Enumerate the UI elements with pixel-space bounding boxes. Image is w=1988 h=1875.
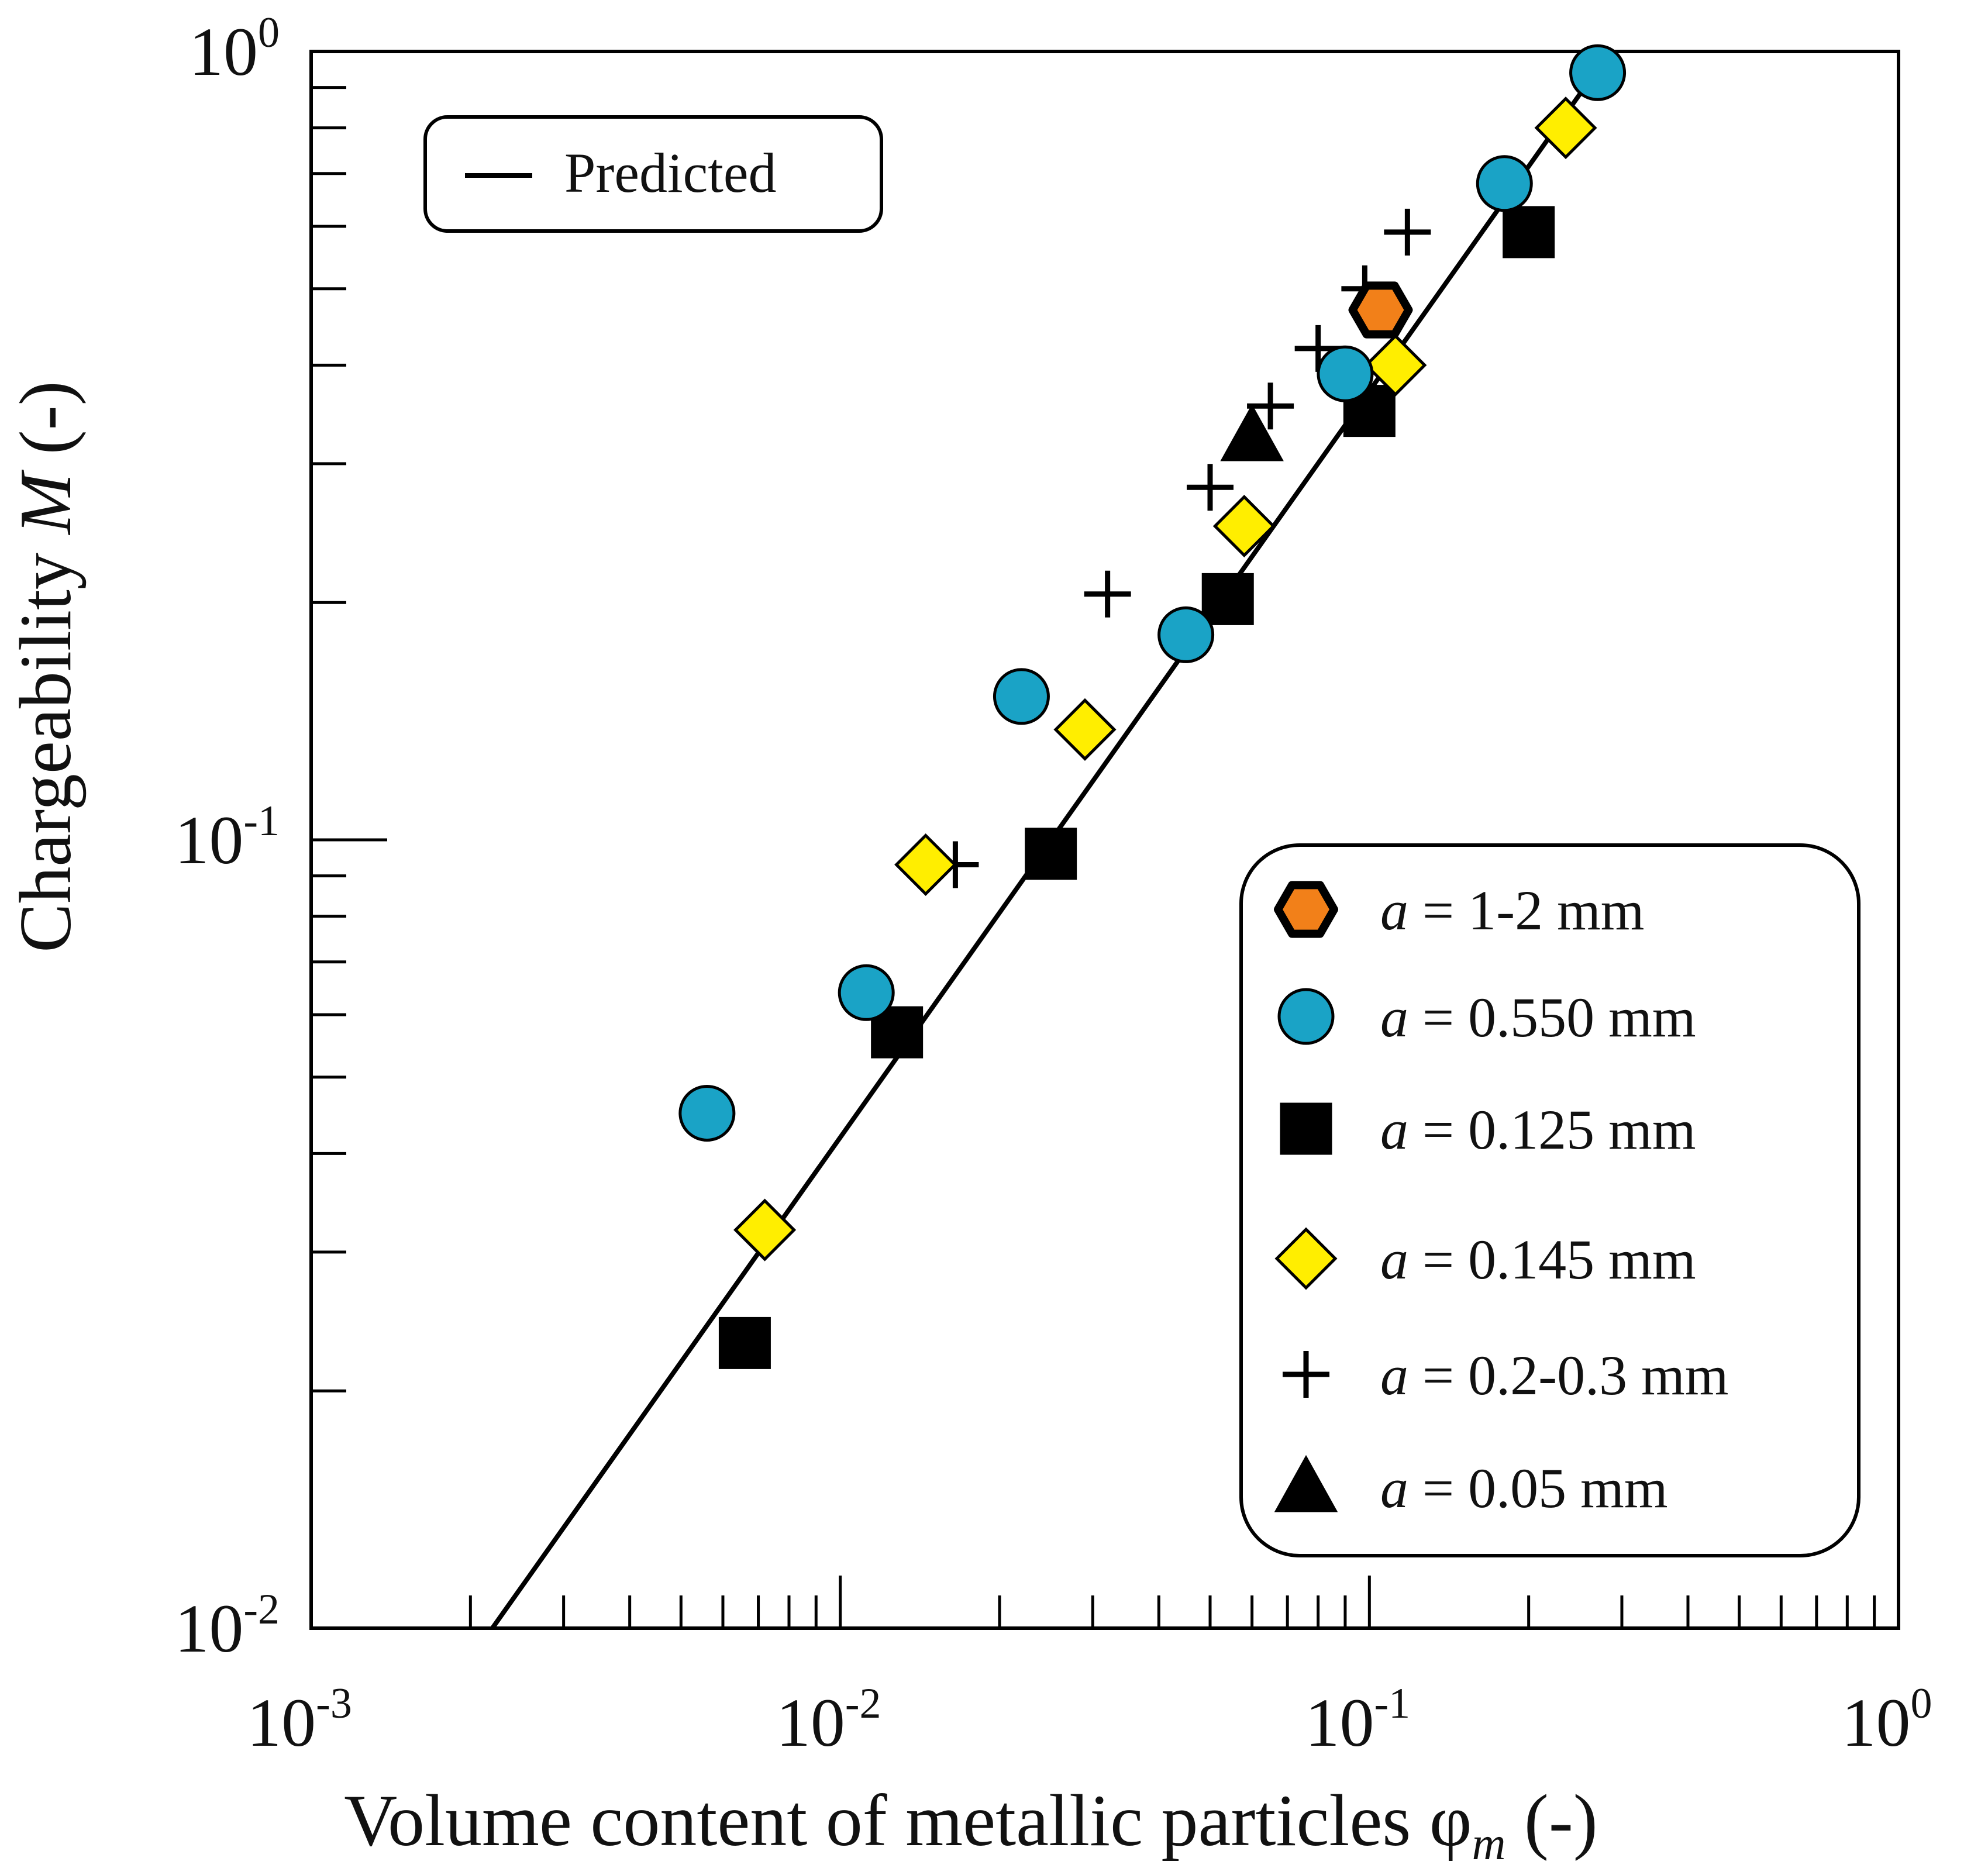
y-tick-label: 10-1	[174, 797, 280, 878]
legend-label: a = 0.125 mm	[1380, 1098, 1696, 1161]
legend-label: a = 0.05 mm	[1380, 1457, 1667, 1519]
legend-label: a = 0.550 mm	[1380, 986, 1696, 1049]
legend-marker-plus	[1283, 1351, 1329, 1398]
y-tick-label: 10-2	[174, 1586, 280, 1667]
data-point-square	[1503, 206, 1555, 258]
series-legend: a = 1-2 mm a = 0.550 mm a = 0.125 mm a = 0.…	[1239, 843, 1860, 1557]
predicted-legend: Predicted	[423, 115, 883, 233]
data-point-circle	[1317, 345, 1374, 402]
y-axis-title: Chargeability M (-)	[5, 381, 87, 952]
legend-label: a = 1-2 mm	[1380, 879, 1644, 942]
legend-marker-diamond	[1274, 1227, 1338, 1290]
data-point-circle	[993, 668, 1050, 725]
x-axis-title: Volume content of metallic particles φm …	[344, 1780, 1598, 1870]
series-legend-box	[1239, 843, 1860, 1557]
x-tick-label: 100	[1842, 1680, 1932, 1761]
x-tick-label: 10-2	[776, 1680, 881, 1761]
y-tick-label: 100	[189, 9, 280, 90]
x-tick-label: 10-1	[1305, 1680, 1411, 1761]
data-point-diamond	[1053, 698, 1117, 761]
data-point-circle	[1569, 44, 1627, 101]
x-tick-label: 10-3	[247, 1680, 352, 1761]
data-point-plus	[1084, 570, 1131, 618]
data-point-diamond	[1212, 495, 1276, 558]
legend-marker-hexagon	[1274, 881, 1338, 938]
data-point-plus	[1384, 208, 1431, 256]
data-point-square	[718, 1316, 771, 1369]
data-point-circle	[1157, 606, 1215, 663]
data-point-square	[1201, 573, 1254, 625]
data-point-hexagon	[1348, 281, 1413, 339]
predicted-legend-box	[423, 115, 883, 233]
data-points	[678, 44, 1627, 1369]
axis-ticks	[311, 86, 1876, 1628]
data-point-diamond	[1364, 333, 1427, 397]
legend-label: a = 0.2-0.3 mm	[1380, 1344, 1728, 1407]
axis-tick-labels: 10-3 10-2 10-1 100 10-2 10-1 100	[174, 9, 1932, 1761]
data-point-circle	[678, 1084, 736, 1142]
data-point-circle	[1476, 155, 1533, 212]
data-point-diamond	[1534, 96, 1597, 160]
data-point-diamond	[733, 1198, 797, 1262]
legend-label: a = 0.145 mm	[1380, 1228, 1696, 1291]
legend-marker-triangle	[1274, 1454, 1338, 1512]
data-point-diamond	[894, 833, 957, 897]
legend-marker-square	[1280, 1102, 1332, 1155]
legend-marker-circle	[1277, 988, 1335, 1045]
predicted-legend-label: Predicted	[564, 142, 777, 204]
data-point-plus	[1187, 464, 1234, 511]
data-point-plus	[1247, 382, 1294, 430]
data-point-triangle	[1220, 404, 1284, 461]
data-point-circle	[838, 964, 895, 1021]
data-point-square	[1025, 828, 1077, 880]
